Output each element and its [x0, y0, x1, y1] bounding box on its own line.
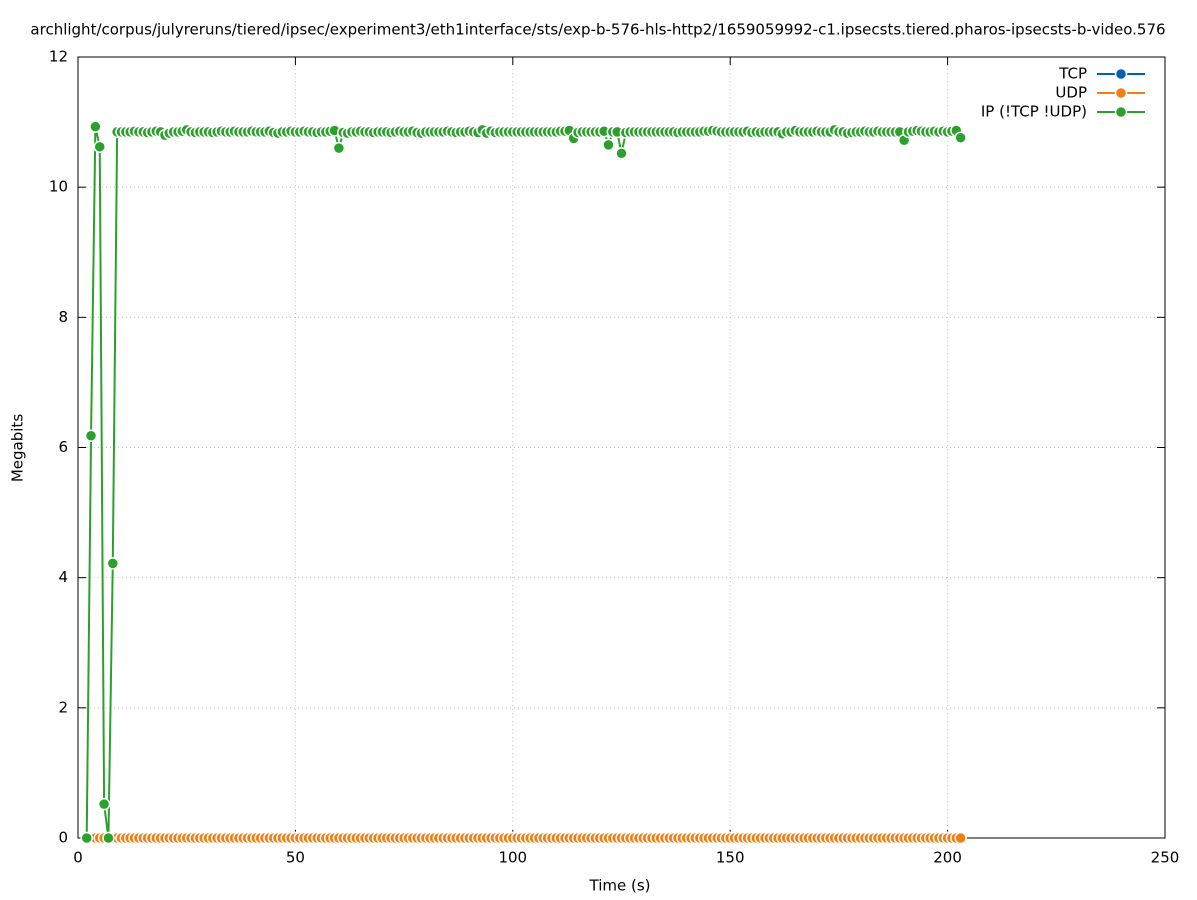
- data-point: [84, 429, 98, 443]
- data-point: [80, 831, 93, 845]
- data-point: [954, 131, 967, 144]
- x-tick-label: 100: [498, 849, 527, 867]
- y-tick-label: 0: [58, 829, 68, 847]
- data-point: [602, 138, 615, 152]
- y-tick-label: 8: [58, 308, 68, 326]
- legend-marker: [1114, 105, 1128, 119]
- x-tick-label: 50: [286, 849, 305, 867]
- x-tick-label: 250: [1151, 849, 1180, 867]
- x-tick-label: 200: [933, 849, 962, 867]
- legend-marker: [1114, 67, 1128, 81]
- data-point: [332, 141, 346, 155]
- data-point: [615, 147, 628, 160]
- legend-label: IP (!TCP !UDP): [981, 103, 1087, 121]
- legend-label: UDP: [1055, 84, 1087, 102]
- data-point: [97, 797, 111, 811]
- y-tick-label: 12: [49, 48, 68, 66]
- data-point: [89, 120, 102, 133]
- data-point: [93, 140, 106, 154]
- chart-title: archlight/corpus/julyreruns/tiered/ipsec…: [30, 21, 1165, 39]
- y-axis-label: Megabits: [9, 414, 27, 482]
- x-tick-label: 0: [73, 849, 83, 867]
- data-point: [102, 831, 115, 845]
- y-tick-label: 2: [58, 698, 68, 716]
- y-tick-label: 4: [58, 568, 68, 586]
- legend-label: TCP: [1058, 65, 1087, 83]
- y-tick-label: 10: [49, 178, 68, 196]
- x-axis-label: Time (s): [589, 877, 651, 895]
- y-tick-label: 6: [58, 438, 68, 456]
- data-point: [106, 557, 120, 570]
- x-tick-label: 150: [716, 849, 745, 867]
- data-point: [954, 831, 967, 845]
- legend-marker: [1114, 86, 1128, 100]
